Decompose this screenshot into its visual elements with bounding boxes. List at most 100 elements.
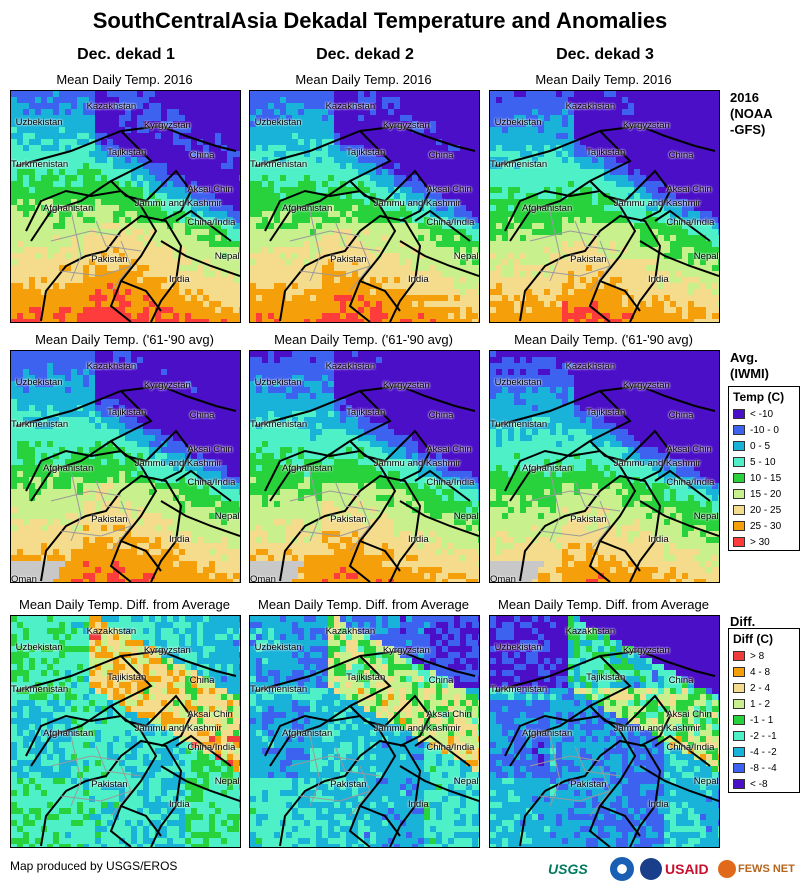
place-label: China — [668, 409, 694, 421]
place-label: China/India — [426, 476, 475, 488]
place-label: Aksai Chin — [187, 184, 233, 196]
temp-legend-label: 10 - 15 — [750, 472, 782, 484]
place-label: India — [408, 534, 429, 546]
temp-legend-swatch — [733, 537, 745, 547]
column-header-dekad-1: Dec. dekad 1 — [77, 46, 175, 63]
place-label: Kyrgyzstan — [622, 119, 670, 131]
place-label: Tajikistan — [346, 407, 386, 419]
footer-credit: Map produced by USGS/EROS — [10, 859, 178, 873]
temp-legend-swatch — [733, 489, 745, 499]
place-label: China/India — [666, 476, 715, 488]
place-label: China/India — [187, 216, 236, 228]
diff-legend-item: > 8 — [729, 648, 799, 664]
panel-title: Mean Daily Temp. Diff. from Average — [258, 597, 469, 612]
diff-legend-swatch — [733, 715, 745, 725]
place-label: Aksai Chin — [187, 709, 233, 721]
place-label: Pakistan — [330, 253, 367, 265]
map-raster — [490, 351, 719, 582]
place-label: Afghanistan — [282, 727, 333, 739]
place-label: Nepal — [693, 511, 719, 523]
temp-legend-item: 0 - 5 — [729, 438, 799, 454]
place-label: Turkmenistan — [490, 158, 548, 170]
place-label: China — [428, 409, 454, 421]
row-label-avg: Avg. (IWMI) — [730, 350, 769, 381]
place-label: Turkmenistan — [250, 158, 308, 170]
temperature-legend: Temp (C) < -10 -10 - 0 0 - 5 5 - 10 10 - 15 1… — [728, 386, 800, 551]
temp-legend-swatch — [733, 409, 745, 419]
place-label: Kyrgyzstan — [143, 379, 191, 391]
place-label: Uzbekistan — [494, 377, 542, 389]
diff-legend-item: -1 - 1 — [729, 712, 799, 728]
place-label: Uzbekistan — [254, 117, 302, 129]
diff-legend-swatch — [733, 683, 745, 693]
place-label: Kyrgyzstan — [622, 644, 670, 656]
place-label: Aksai Chin — [187, 444, 233, 456]
place-label: India — [169, 274, 190, 286]
place-label: Jammu and Kashmir — [373, 723, 461, 735]
panel-title: Mean Daily Temp. 2016 — [56, 72, 193, 87]
avg-map-dekad-1: Kazakhstan Uzbekistan Kyrgyzstan Tajikistan… — [10, 350, 241, 583]
map-raster — [11, 91, 240, 322]
diff-legend-swatch — [733, 651, 745, 661]
diff-legend-item: 4 - 8 — [729, 664, 799, 680]
place-label: India — [648, 534, 669, 546]
place-label: Afghanistan — [43, 202, 94, 214]
diff-legend-label: -1 - 1 — [750, 714, 774, 726]
panel-title: Mean Daily Temp. ('61-'90 avg) — [274, 332, 453, 347]
place-label: China/India — [666, 741, 715, 753]
map-raster — [250, 616, 479, 847]
column-header-dekad-3: Dec. dekad 3 — [556, 46, 654, 63]
map-raster — [11, 616, 240, 847]
temp-legend-label: -10 - 0 — [750, 424, 779, 436]
temp-legend-item: -10 - 0 — [729, 422, 799, 438]
place-label: Aksai Chin — [666, 184, 712, 196]
difference-legend-title: Diff (C) — [733, 632, 773, 646]
place-label: Turkmenistan — [11, 158, 69, 170]
temperature-legend-title: Temp (C) — [733, 390, 785, 404]
temp-legend-label: 0 - 5 — [750, 440, 771, 452]
place-label: Tajikistan — [107, 407, 147, 419]
fewsnet-logo: FEWS NET — [718, 856, 795, 882]
diff-legend-label: -8 - -4 — [750, 762, 777, 774]
place-label: Kazakhstan — [86, 101, 137, 113]
place-label: Uzbekistan — [254, 377, 302, 389]
diff-legend-item: 1 - 2 — [729, 696, 799, 712]
diff-legend-swatch — [733, 731, 745, 741]
place-label: India — [169, 799, 190, 811]
temp-legend-label: > 30 — [750, 536, 770, 548]
diff-legend-label: -4 - -2 — [750, 746, 777, 758]
place-label: Kazakhstan — [565, 626, 616, 638]
place-label: China — [428, 674, 454, 686]
place-label: Jammu and Kashmir — [134, 198, 222, 210]
map-raster — [490, 91, 719, 322]
diff-map-dekad-3: Kazakhstan Uzbekistan Kyrgyzstan Tajikistan… — [489, 615, 720, 848]
place-label: Afghanistan — [522, 462, 573, 474]
place-label: Oman — [11, 573, 37, 583]
diff-legend-swatch — [733, 763, 745, 773]
diff-legend-label: -2 - -1 — [750, 730, 777, 742]
place-label: Nepal — [693, 251, 719, 263]
temp-legend-swatch — [733, 521, 745, 531]
place-label: China — [189, 149, 215, 161]
place-label: India — [648, 274, 669, 286]
temp-legend-item: > 30 — [729, 534, 799, 550]
place-label: Nepal — [214, 511, 240, 523]
place-label: Turkmenistan — [490, 418, 548, 430]
place-label: China — [189, 409, 215, 421]
temp-legend-label: 20 - 25 — [750, 504, 782, 516]
place-label: Kazakhstan — [86, 626, 137, 638]
place-label: Aksai Chin — [426, 709, 472, 721]
place-label: Jammu and Kashmir — [613, 723, 701, 735]
usgs-logo: USGS — [548, 861, 588, 877]
place-label: Afghanistan — [522, 727, 573, 739]
noaa-logo — [610, 856, 634, 882]
diff-legend-label: > 8 — [750, 650, 765, 662]
place-label: Turkmenistan — [250, 683, 308, 695]
avg-map-dekad-3: Kazakhstan Uzbekistan Kyrgyzstan Tajikistan… — [489, 350, 720, 583]
place-label: Tajikistan — [586, 147, 626, 159]
place-label: Kyrgyzstan — [382, 379, 430, 391]
place-label: China — [668, 674, 694, 686]
map-raster — [490, 616, 719, 847]
panel-title: Mean Daily Temp. 2016 — [535, 72, 672, 87]
place-label: Pakistan — [570, 253, 607, 265]
